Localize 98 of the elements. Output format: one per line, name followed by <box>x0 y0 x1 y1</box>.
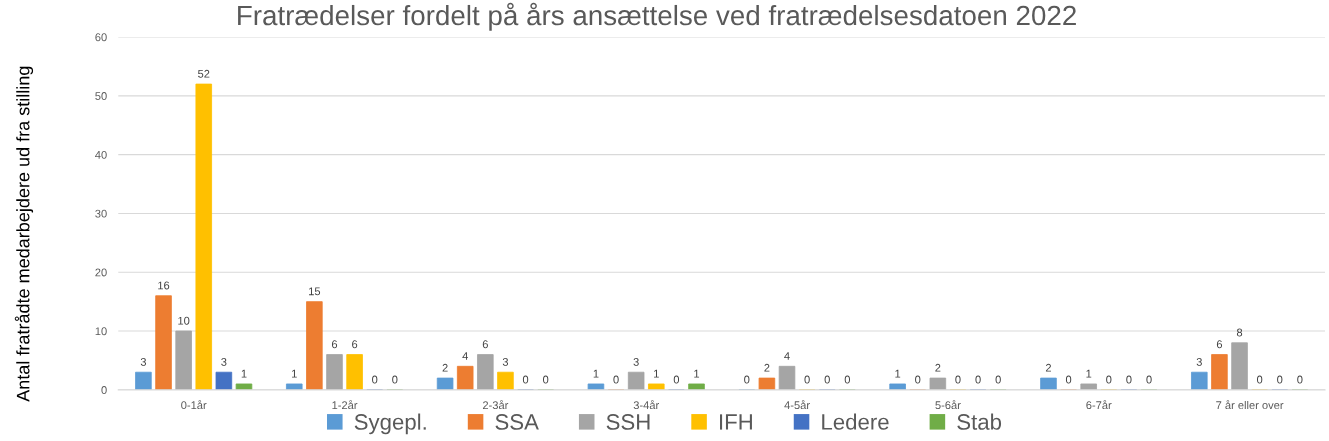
x-tick-label: 3-4år <box>633 400 660 410</box>
data-label: 0 <box>975 375 981 384</box>
data-label: 10 <box>178 316 190 325</box>
legend-label: Stab <box>957 413 1002 430</box>
data-label: 0 <box>744 375 750 384</box>
y-axis-title: Antal fratrådte medarbejdere ud fra stilling <box>14 66 34 402</box>
data-label: 0 <box>995 375 1001 384</box>
data-label: 6 <box>331 340 338 349</box>
bar <box>929 377 947 390</box>
data-label: 0 <box>1065 375 1072 384</box>
legend-label: Sygepl. <box>354 413 426 435</box>
bar <box>175 330 192 390</box>
y-tick-label: 40 <box>95 150 107 159</box>
x-tick-label: 0-1år <box>181 400 207 410</box>
bar <box>1191 371 1208 390</box>
data-label: 2 <box>442 363 448 372</box>
data-label: 3 <box>140 357 147 366</box>
data-label: 4 <box>462 352 468 360</box>
data-label: 1 <box>241 369 247 378</box>
data-label: 3 <box>221 357 227 366</box>
bar <box>627 371 645 390</box>
data-label: 1 <box>895 369 901 378</box>
data-label: 6 <box>482 340 488 349</box>
data-label: 3 <box>502 357 509 366</box>
data-label: 0 <box>844 375 850 384</box>
bar <box>758 377 776 390</box>
bar <box>155 295 172 390</box>
x-tick-label: 6-7år <box>1086 400 1112 410</box>
data-label: 0 <box>1277 375 1283 384</box>
data-label: 4 <box>784 352 790 360</box>
data-label: 3 <box>633 357 639 366</box>
data-label: 1 <box>292 369 297 378</box>
x-tick-label: 4-5år <box>784 400 810 410</box>
data-label: 0 <box>613 375 619 384</box>
data-label: 6 <box>352 340 358 349</box>
data-label: 0 <box>1297 375 1303 384</box>
bar <box>889 383 906 390</box>
y-tick-label: 30 <box>95 209 107 218</box>
x-tick-label: 2-3år <box>482 400 509 410</box>
bar <box>1211 354 1228 390</box>
bar <box>235 383 253 390</box>
chart-title: Fratrædelser fordelt på års ansættelse ved fratrædelsesdatoen 2022 <box>238 2 1076 31</box>
bar <box>286 383 303 390</box>
data-label: 8 <box>1236 328 1243 337</box>
bar <box>1040 377 1057 390</box>
x-tick-label: 5-6år <box>935 400 961 410</box>
bar <box>326 354 343 390</box>
data-label: 0 <box>522 375 529 384</box>
data-label: 0 <box>1256 375 1263 384</box>
data-label: 1 <box>593 369 599 378</box>
bar <box>135 371 152 390</box>
bar <box>497 371 514 390</box>
bar <box>456 365 474 390</box>
bar <box>346 354 363 390</box>
data-label: 0 <box>543 375 549 384</box>
y-tick-label: 60 <box>95 33 107 42</box>
bar <box>688 383 705 390</box>
bar <box>477 354 494 390</box>
legend-label: SSH <box>606 414 650 430</box>
bar <box>306 301 323 390</box>
bar <box>1231 342 1248 390</box>
data-label: 16 <box>158 281 170 290</box>
data-label: 1 <box>694 369 700 378</box>
data-label: 2 <box>764 363 770 372</box>
legend-label: Ledere <box>822 413 889 430</box>
y-tick-label: 20 <box>95 268 107 277</box>
legend-label: SSA <box>495 414 539 430</box>
data-label: 52 <box>198 69 210 78</box>
y-tick-label: 50 <box>95 92 107 100</box>
bar <box>215 371 233 390</box>
x-tick-label: 7 år eller over <box>1216 400 1284 410</box>
data-label: 0 <box>915 375 921 384</box>
data-label: 1 <box>1086 369 1092 378</box>
data-label: 2 <box>1045 363 1051 372</box>
bar <box>195 83 213 390</box>
data-label: 2 <box>935 363 941 372</box>
y-tick-label: 10 <box>95 327 107 336</box>
data-label: 0 <box>392 375 398 384</box>
bar <box>587 383 605 390</box>
data-label: 0 <box>1146 375 1152 384</box>
data-label: 3 <box>1196 357 1202 366</box>
bar <box>648 383 665 390</box>
bar <box>1080 383 1097 390</box>
data-label: 6 <box>1216 340 1223 349</box>
data-label: 0 <box>804 375 810 384</box>
y-tick-label: 0 <box>101 386 107 394</box>
data-label: 0 <box>955 375 961 384</box>
data-label: 15 <box>309 287 321 296</box>
legend-label: IFH <box>720 414 752 430</box>
data-label: 0 <box>1106 375 1112 384</box>
data-label: 0 <box>824 375 830 384</box>
data-label: 0 <box>673 375 680 384</box>
bar <box>778 365 796 390</box>
data-label: 0 <box>1126 375 1132 384</box>
x-tick-label: 1-2år <box>332 400 358 410</box>
data-label: 1 <box>654 369 659 378</box>
bar <box>436 377 454 390</box>
data-label: 0 <box>372 375 378 384</box>
